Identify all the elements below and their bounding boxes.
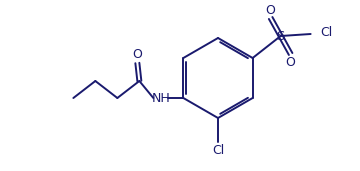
Text: O: O [286, 56, 296, 69]
Text: Cl: Cl [212, 143, 224, 156]
Text: S: S [276, 30, 285, 43]
Text: Cl: Cl [321, 25, 333, 38]
Text: O: O [266, 3, 275, 16]
Text: NH: NH [152, 93, 171, 106]
Text: O: O [132, 49, 142, 62]
